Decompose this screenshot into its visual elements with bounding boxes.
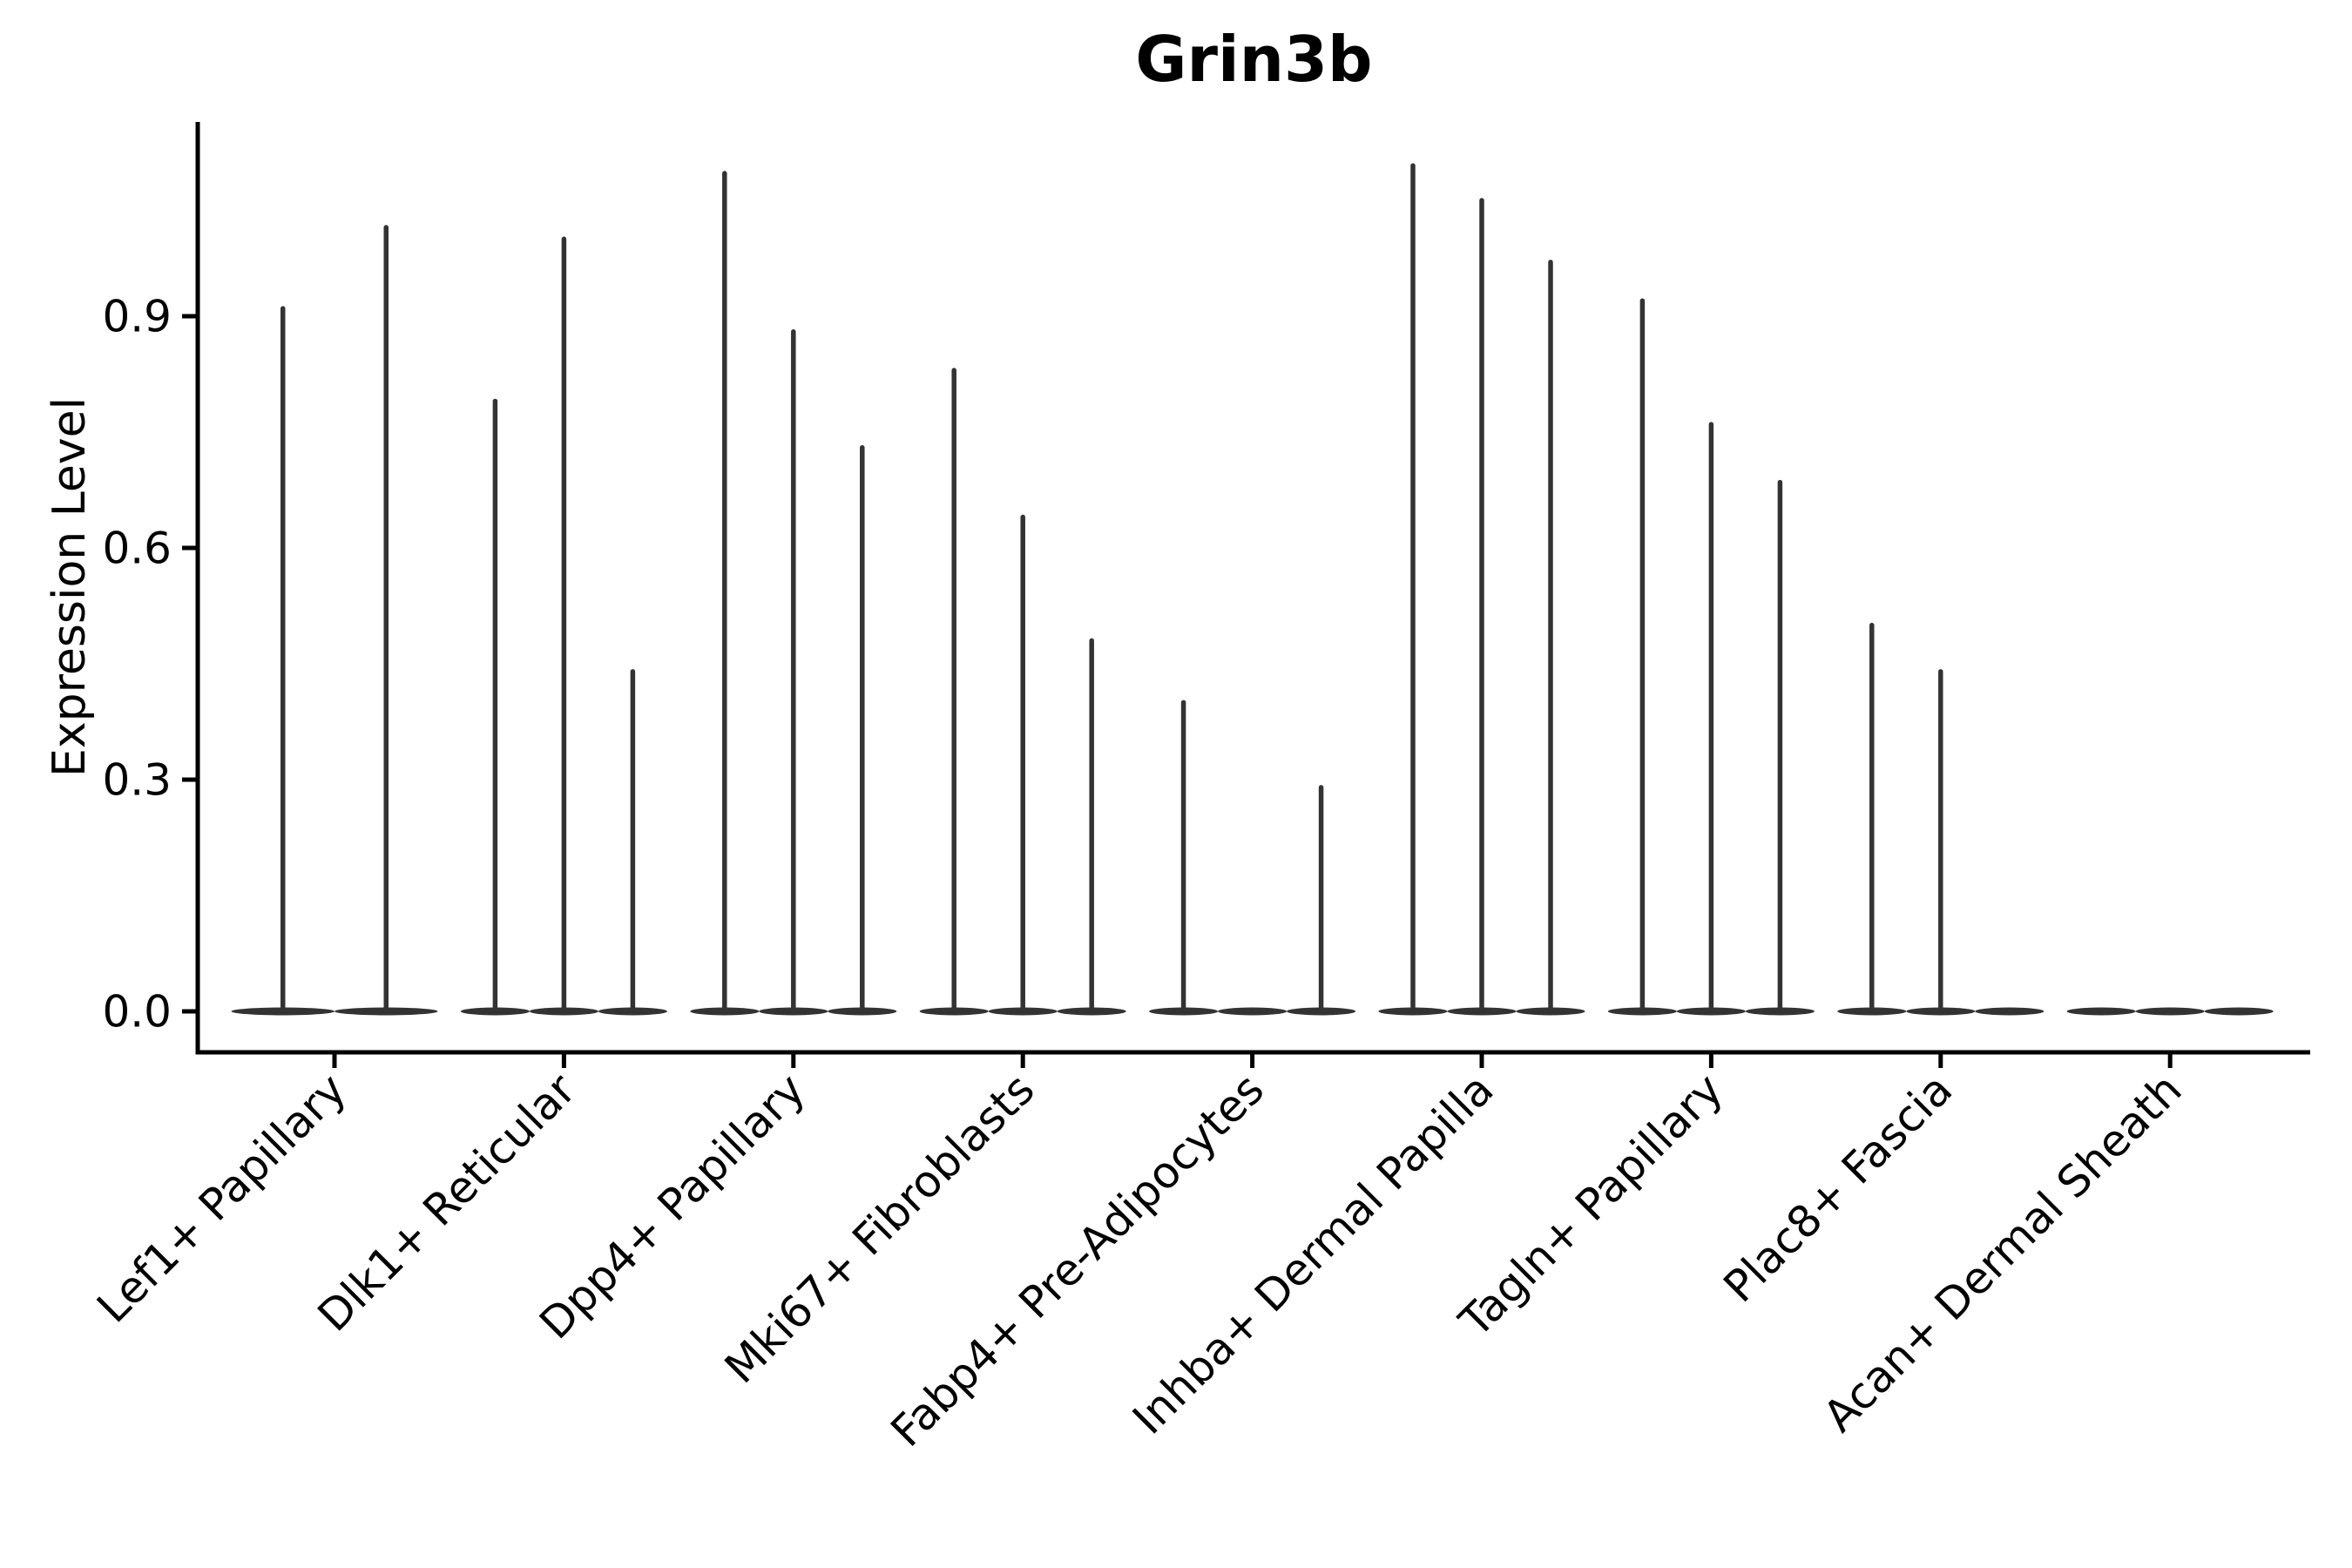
x-tick-label: Fabp4+ Pre-Adipocytes (882, 1064, 1274, 1456)
chart-title: Grin3b (1135, 23, 1373, 96)
violin-base (1218, 1007, 1288, 1016)
violin-base (1975, 1007, 2044, 1016)
violin-base (2204, 1007, 2274, 1016)
violin-base (2135, 1007, 2205, 1016)
y-tick-label: 0.3 (102, 754, 172, 805)
x-tick-label: Plac8+ Fascia (1714, 1064, 1963, 1312)
violin-base (2066, 1007, 2136, 1016)
y-tick-label: 0.9 (102, 291, 172, 341)
y-tick-label: 0.0 (102, 987, 172, 1037)
y-tick-label: 0.6 (102, 523, 172, 573)
x-tick-label: Lef1+ Papillary (87, 1064, 355, 1332)
